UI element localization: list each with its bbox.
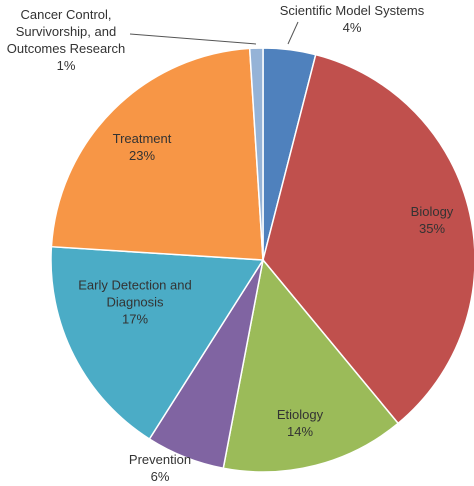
slice-label: Prevention 6% [110, 451, 210, 485]
slice-label: Biology 35% [392, 203, 472, 237]
slice-label: Cancer Control, Survivorship, and Outcom… [0, 6, 136, 74]
value-label: 17% [121, 311, 149, 327]
leader-line [129, 33, 257, 45]
category-name: Biology [410, 204, 454, 219]
value-label: 1% [56, 58, 76, 73]
category-name: Etiology [276, 407, 324, 422]
pie-slice [50, 47, 264, 261]
pie-slice [248, 47, 264, 261]
leader-line [287, 21, 299, 45]
slice-label: Early Detection and Diagnosis 17% [55, 277, 215, 328]
value-label: 4% [342, 20, 362, 35]
category-name: Scientific Model Systems [279, 3, 425, 18]
category-name: Cancer Control, Survivorship, and Outcom… [6, 7, 126, 56]
value-label: 35% [418, 221, 446, 236]
pie-slice [262, 53, 474, 425]
value-label: 14% [286, 424, 314, 439]
category-name: Prevention [128, 452, 192, 467]
slice-label: Scientific Model Systems 4% [277, 2, 427, 36]
value-label: 23% [128, 148, 156, 163]
pie-slice [222, 258, 400, 473]
slice-label: Treatment 23% [92, 130, 192, 164]
pie-slice [50, 245, 265, 441]
category-name: Early Detection and Diagnosis [78, 277, 192, 310]
slice-label: Etiology 14% [250, 406, 350, 440]
value-label: 6% [150, 469, 170, 484]
category-name: Treatment [112, 131, 172, 146]
